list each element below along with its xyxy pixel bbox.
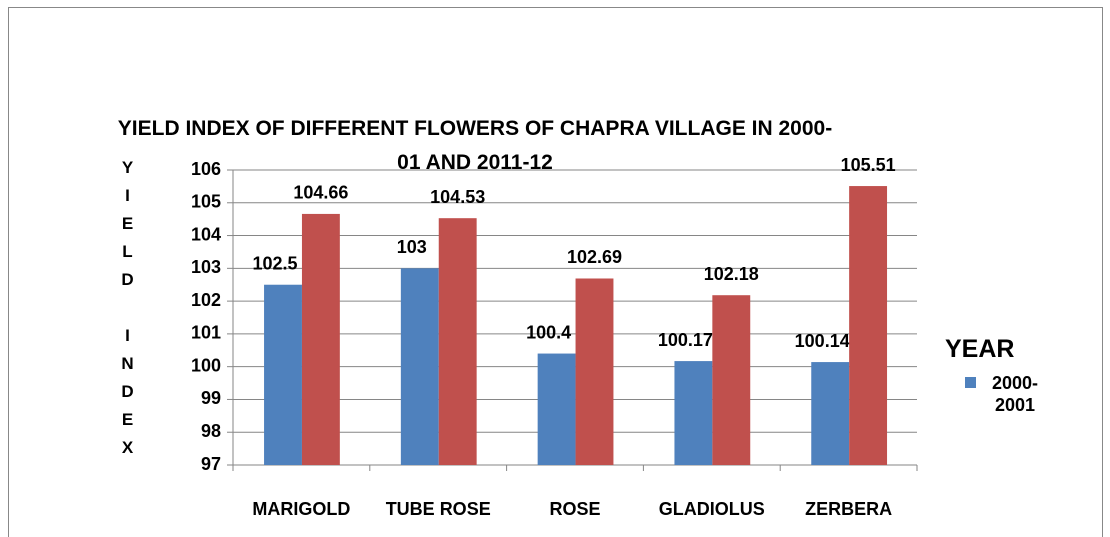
y-tick-label: 106 <box>191 159 221 179</box>
bar <box>264 284 302 465</box>
bar <box>811 362 850 465</box>
value-label: 100.14 <box>795 331 850 351</box>
legend-item: 2000-2001 <box>965 372 1046 416</box>
y-tick-label: 102 <box>191 290 221 310</box>
bar <box>849 186 888 466</box>
value-label: 103 <box>397 237 427 257</box>
legend-title: YEAR <box>945 335 1015 363</box>
x-tick-label: ROSE <box>549 499 600 519</box>
bar <box>301 213 340 465</box>
bar <box>712 295 751 465</box>
value-label: 100.17 <box>658 330 713 350</box>
x-tick-label: MARIGOLD <box>252 499 350 519</box>
x-tick-label: GLADIOLUS <box>659 499 765 519</box>
value-label: 102.18 <box>704 264 759 284</box>
bar <box>438 218 477 465</box>
x-tick-label: TUBE ROSE <box>386 499 491 519</box>
value-label: 104.53 <box>430 187 485 207</box>
y-tick-label: 99 <box>201 388 221 408</box>
value-label: 102.69 <box>567 247 622 267</box>
y-tick-label: 98 <box>201 421 221 441</box>
legend-swatch <box>965 377 976 388</box>
y-tick-label: 100 <box>191 355 221 375</box>
bar <box>674 361 713 465</box>
y-tick-label: 104 <box>191 224 221 244</box>
legend-label: 2000-2001 <box>991 373 1039 415</box>
chart-title: YIELD INDEX OF DIFFERENT FLOWERS OF CHAP… <box>117 117 833 174</box>
bar <box>575 278 614 465</box>
x-tick-label: ZERBERA <box>805 499 892 519</box>
y-tick-label: 105 <box>191 192 221 212</box>
y-tick-label: 97 <box>201 454 221 474</box>
y-tick-label: 101 <box>191 323 221 343</box>
chart-border <box>8 7 1103 537</box>
value-label: 102.5 <box>252 253 297 273</box>
y-tick-label: 103 <box>191 257 221 277</box>
value-label: 100.4 <box>526 322 571 342</box>
bar <box>400 268 439 465</box>
y-axis-label: YIELD INDEX <box>118 158 137 466</box>
bar <box>537 353 576 465</box>
value-label: 104.66 <box>293 183 348 203</box>
value-label: 105.51 <box>841 155 896 175</box>
